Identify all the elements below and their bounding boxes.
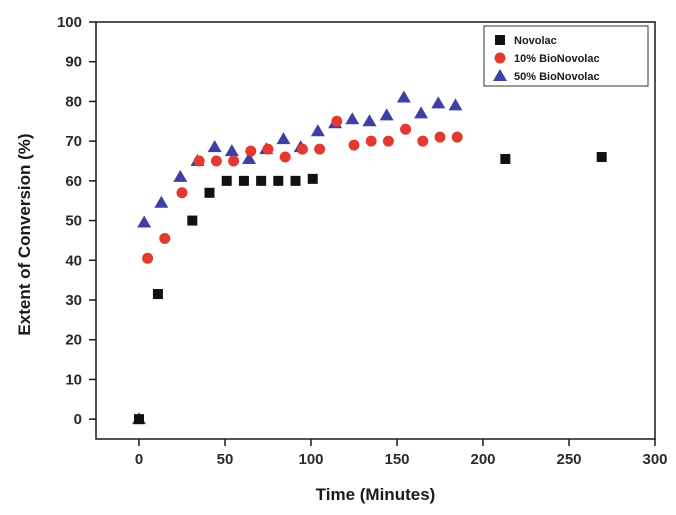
data-point (400, 123, 412, 135)
data-point (296, 143, 308, 155)
data-point (314, 143, 326, 155)
series-square (134, 152, 607, 425)
data-point (242, 152, 257, 165)
legend: Novolac 10% BioNovolac 50% BioNovolac (483, 25, 649, 87)
data-point (245, 145, 257, 157)
data-point (204, 187, 215, 198)
data-point (382, 135, 394, 147)
data-point (137, 215, 152, 228)
data-point (152, 289, 163, 300)
y-tick-label: 40 (65, 252, 82, 269)
data-point (210, 155, 222, 167)
data-point (262, 143, 274, 155)
data-point (154, 195, 169, 208)
y-tick-label: 30 (65, 292, 82, 309)
data-point (142, 252, 154, 264)
data-point (448, 98, 463, 111)
x-tick-label: 250 (556, 451, 581, 468)
y-axis-title: Extent of Conversion (%) (15, 133, 34, 335)
x-tick-label: 150 (384, 451, 409, 468)
x-tick-label: 300 (642, 451, 667, 468)
data-point (596, 152, 607, 163)
data-point (276, 132, 291, 145)
data-point (396, 90, 411, 103)
plot-border (95, 21, 656, 440)
y-tick-label: 0 (74, 411, 82, 428)
data-point (414, 106, 429, 119)
data-point (207, 140, 222, 153)
data-point (307, 173, 318, 184)
data-point (434, 131, 446, 143)
y-tick-label: 60 (65, 173, 82, 190)
data-point (193, 155, 205, 167)
legend-marker (494, 52, 506, 64)
legend-marker (495, 35, 505, 45)
legend-label: 10% BioNovolac (514, 53, 600, 65)
data-point (256, 175, 267, 186)
y-tick-label: 70 (65, 133, 82, 150)
data-point (238, 175, 249, 186)
y-tick-label: 80 (65, 93, 82, 110)
data-point (221, 175, 232, 186)
series-triangle (132, 90, 463, 425)
data-point (176, 187, 188, 199)
data-point (451, 131, 463, 143)
data-point (431, 96, 446, 109)
data-point (173, 169, 188, 182)
data-point (348, 139, 360, 151)
y-tick-label: 10 (65, 371, 82, 388)
data-point (228, 155, 240, 167)
x-tick-label: 0 (135, 451, 143, 468)
y-tick-label: 90 (65, 54, 82, 71)
data-point (187, 215, 198, 226)
y-tick-label: 50 (65, 213, 82, 230)
x-axis-title: Time (Minutes) (316, 485, 436, 504)
legend-label: 50% BioNovolac (514, 71, 600, 83)
data-point (365, 135, 377, 147)
data-point (331, 115, 343, 127)
data-point (417, 135, 429, 147)
data-point (500, 154, 511, 165)
data-point (290, 175, 301, 186)
x-tick-label: 200 (470, 451, 495, 468)
data-point (362, 114, 377, 127)
x-tick-label: 100 (298, 451, 323, 468)
legend-box (483, 25, 649, 87)
series-layer (132, 90, 607, 425)
data-point (224, 144, 239, 157)
data-point (310, 124, 325, 137)
y-tick-label: 100 (57, 14, 82, 31)
series-circle (142, 115, 463, 264)
data-point (273, 175, 284, 186)
plot-frame (95, 21, 656, 440)
data-point (159, 232, 171, 244)
data-point (134, 414, 144, 425)
data-point (279, 151, 291, 163)
x-axis: 0 50 100 150 200 250 300 (135, 439, 668, 468)
y-tick-label: 20 (65, 332, 82, 349)
x-tick-label: 50 (217, 451, 234, 468)
data-point (379, 108, 394, 121)
data-point (345, 112, 360, 125)
legend-marker (493, 69, 507, 81)
legend-label: Novolac (514, 35, 557, 47)
y-axis: 0 10 20 30 40 50 60 70 80 90 100 (57, 14, 96, 428)
